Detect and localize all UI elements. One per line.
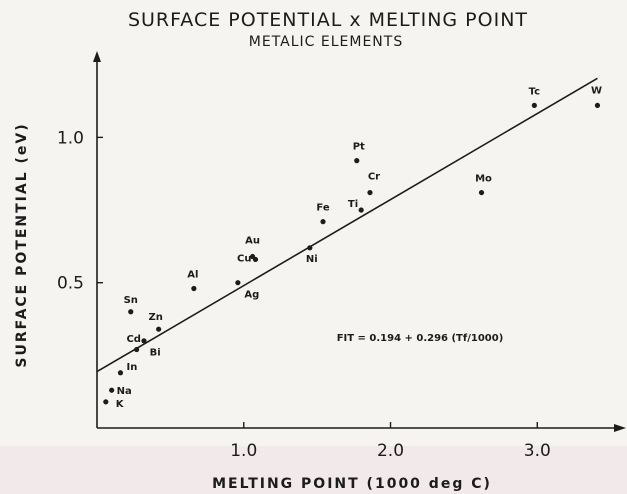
data-point-label: Na (117, 386, 132, 397)
y-tick-label: 0.5 (57, 274, 84, 294)
data-point-label: Au (245, 236, 260, 247)
data-point-label: Ti (348, 199, 358, 210)
data-point-label: Cd (126, 334, 141, 345)
data-point-label: Cr (368, 172, 380, 183)
data-point-label: Ag (244, 290, 259, 301)
data-point-label: Bi (150, 348, 161, 359)
x-tick-label: 3.0 (524, 441, 551, 461)
data-point-ag (235, 280, 241, 286)
bottom-band (0, 446, 627, 494)
data-point-bi (134, 346, 140, 353)
data-point-label: Ni (306, 254, 318, 265)
chart-title: SURFACE POTENTIAL x MELTING POINT (128, 9, 528, 31)
y-ticks: 0.5 1.0 (57, 128, 103, 294)
data-point-ti (358, 207, 364, 213)
data-points: K Na In Sn Cd Bi Zn Al Ag Au Cu Ni Fe Pt Ti Cr Mo Tc W (103, 85, 602, 410)
y-axis-arrow (93, 51, 101, 62)
data-point-label: Mo (475, 174, 492, 185)
data-point-fe (320, 219, 326, 225)
fit-line (96, 77, 598, 373)
x-tick-label: 1.0 (230, 441, 257, 461)
x-axis-arrow (614, 424, 626, 432)
x-ticks: 1.0 2.0 3.0 (230, 422, 551, 461)
data-point-zn (156, 326, 162, 332)
y-axis-label: SURFACE POTENTIAL (eV) (14, 122, 30, 367)
data-point-cu (252, 256, 259, 263)
data-point-k (103, 399, 109, 405)
data-point-mo (478, 189, 485, 196)
data-point-tc (531, 102, 537, 109)
data-point-label: K (116, 399, 125, 410)
chart-subtitle: METALIC ELEMENTS (249, 34, 403, 50)
data-point-label: Sn (124, 295, 138, 306)
data-point-cd (141, 338, 147, 344)
data-point-pt (354, 158, 360, 164)
fit-annotation: FIT = 0.194 + 0.296 (Tf/1000) (337, 333, 504, 344)
data-point-label: Pt (353, 142, 365, 153)
data-point-na (109, 387, 115, 393)
y-tick-label: 1.0 (57, 128, 84, 148)
data-point-label: Tc (529, 86, 540, 97)
data-point-label: Cu (237, 253, 251, 264)
data-point-label: Zn (148, 312, 162, 323)
data-point-label: W (591, 85, 602, 96)
data-point-al (191, 285, 197, 292)
data-point-label: Al (187, 270, 198, 281)
data-point-label: In (126, 362, 137, 373)
data-point-ni (307, 245, 313, 251)
data-point-cr (367, 189, 373, 196)
x-tick-label: 2.0 (377, 441, 404, 461)
data-point-label: Fe (316, 203, 329, 214)
x-axis-label: MELTING POINT (1000 deg C) (212, 476, 492, 492)
data-point-w (594, 102, 601, 109)
data-point-sn (128, 309, 134, 315)
data-point-in (117, 370, 124, 376)
